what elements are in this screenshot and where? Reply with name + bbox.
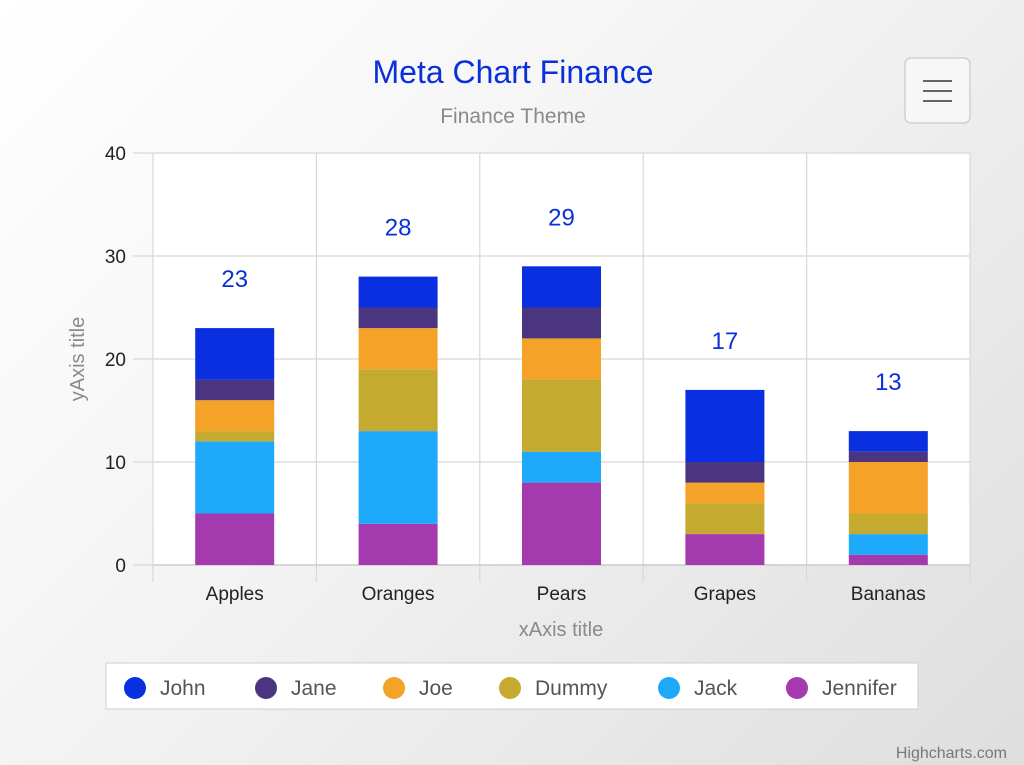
bar-segment-joe-apples[interactable]	[195, 400, 275, 432]
x-tick-label: Bananas	[851, 584, 926, 605]
x-tick-label: Apples	[206, 584, 264, 605]
y-tick-label: 20	[105, 350, 126, 371]
stack-totals: 23 28 29 17 13	[221, 204, 901, 396]
legend: John Jane Joe Dummy Jack Jennifer	[124, 677, 897, 700]
bar-segment-jennifer-bananas[interactable]	[848, 554, 928, 565]
bar-segment-dummy-bananas[interactable]	[848, 513, 928, 535]
legend-marker[interactable]	[124, 677, 146, 699]
y-tick-label: 10	[105, 453, 126, 474]
legend-marker[interactable]	[786, 677, 808, 699]
legend-marker[interactable]	[499, 677, 521, 699]
bar-segment-joe-bananas[interactable]	[848, 462, 928, 514]
stack-total-label: 17	[712, 328, 739, 355]
bar-segment-john-grapes[interactable]	[685, 389, 765, 462]
bar-segment-dummy-oranges[interactable]	[358, 369, 438, 432]
stack-total-label: 23	[221, 266, 248, 293]
bar-segment-jennifer-grapes[interactable]	[685, 534, 765, 565]
bar-segment-joe-pears[interactable]	[522, 338, 601, 380]
legend-item-john[interactable]: John	[124, 677, 206, 700]
legend-item-jennifer[interactable]: Jennifer	[786, 677, 897, 700]
legend-label[interactable]: Jane	[291, 677, 337, 700]
context-menu-button[interactable]	[904, 57, 971, 124]
bar-segment-jack-pears[interactable]	[522, 451, 601, 483]
bar-segment-jane-grapes[interactable]	[685, 462, 765, 483]
bar-stacks	[195, 266, 928, 565]
bar-segment-jennifer-pears[interactable]	[522, 482, 601, 565]
y-axis-title: yAxis title	[67, 317, 89, 401]
x-tick-label: Grapes	[694, 584, 756, 605]
x-axis: Apples Oranges Pears Grapes Bananas	[206, 584, 926, 605]
bar-segment-joe-oranges[interactable]	[358, 328, 438, 370]
legend-label[interactable]: Joe	[419, 677, 453, 700]
stack-total-label: 29	[548, 204, 575, 231]
legend-item-dummy[interactable]: Dummy	[499, 677, 608, 700]
bar-segment-dummy-pears[interactable]	[522, 379, 601, 452]
legend-label[interactable]: Jennifer	[822, 677, 897, 700]
bar-segment-jane-bananas[interactable]	[848, 451, 928, 462]
stack-total-label: 28	[385, 215, 412, 242]
bar-segment-dummy-grapes[interactable]	[685, 503, 765, 535]
legend-label[interactable]: Dummy	[535, 677, 608, 700]
bar-segment-john-pears[interactable]	[522, 266, 601, 308]
chart-title: Meta Chart Finance	[372, 54, 653, 90]
bar-segment-jack-apples[interactable]	[195, 441, 275, 514]
hamburger-menu-icon[interactable]	[923, 80, 952, 102]
bar-segment-john-apples[interactable]	[195, 328, 275, 380]
y-tick-label: 0	[115, 556, 126, 577]
y-tick-label: 30	[105, 247, 126, 268]
credits-link[interactable]: Highcharts.com	[896, 745, 1007, 762]
legend-marker[interactable]	[383, 677, 405, 699]
y-tick-label: 40	[105, 144, 126, 165]
bar-segment-dummy-apples[interactable]	[195, 431, 275, 442]
stack-total-label: 13	[875, 369, 902, 396]
legend-marker[interactable]	[255, 677, 277, 699]
y-axis: 0 10 20 30 40	[105, 144, 126, 577]
bar-segment-jack-bananas[interactable]	[848, 534, 928, 555]
x-axis-title: xAxis title	[519, 619, 603, 641]
legend-label[interactable]: John	[160, 677, 206, 700]
chart-subtitle: Finance Theme	[440, 105, 586, 128]
bar-segment-joe-grapes[interactable]	[685, 482, 765, 504]
bar-segment-jane-oranges[interactable]	[358, 307, 438, 329]
bar-segment-jack-oranges[interactable]	[358, 431, 438, 524]
legend-marker[interactable]	[658, 677, 680, 699]
bar-segment-jane-apples[interactable]	[195, 379, 275, 401]
x-tick-label: Oranges	[362, 584, 435, 605]
bar-segment-jennifer-oranges[interactable]	[358, 523, 438, 565]
bar-segment-john-oranges[interactable]	[358, 276, 438, 308]
bar-segment-john-bananas[interactable]	[848, 431, 928, 452]
legend-item-jack[interactable]: Jack	[658, 677, 738, 700]
legend-item-jane[interactable]: Jane	[255, 677, 337, 700]
x-tick-label: Pears	[537, 584, 587, 605]
bar-segment-jane-pears[interactable]	[522, 307, 601, 339]
legend-label[interactable]: Jack	[694, 677, 738, 700]
bar-segment-jennifer-apples[interactable]	[195, 513, 275, 566]
legend-item-joe[interactable]: Joe	[383, 677, 453, 700]
